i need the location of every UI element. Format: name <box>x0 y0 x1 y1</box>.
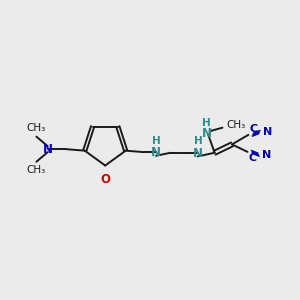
Text: N: N <box>262 150 271 160</box>
Text: H: H <box>202 118 211 128</box>
Text: H: H <box>152 136 161 146</box>
Text: N: N <box>193 147 203 160</box>
Text: CH₃: CH₃ <box>226 120 245 130</box>
Text: C: C <box>249 153 257 163</box>
Text: O: O <box>101 173 111 186</box>
Text: N: N <box>263 127 272 137</box>
Text: N: N <box>151 146 161 159</box>
Text: N: N <box>202 127 212 140</box>
Text: C: C <box>250 124 258 134</box>
Text: CH₃: CH₃ <box>26 123 45 133</box>
Text: N: N <box>43 143 53 156</box>
Text: CH₃: CH₃ <box>26 165 45 175</box>
Text: H: H <box>194 136 202 146</box>
